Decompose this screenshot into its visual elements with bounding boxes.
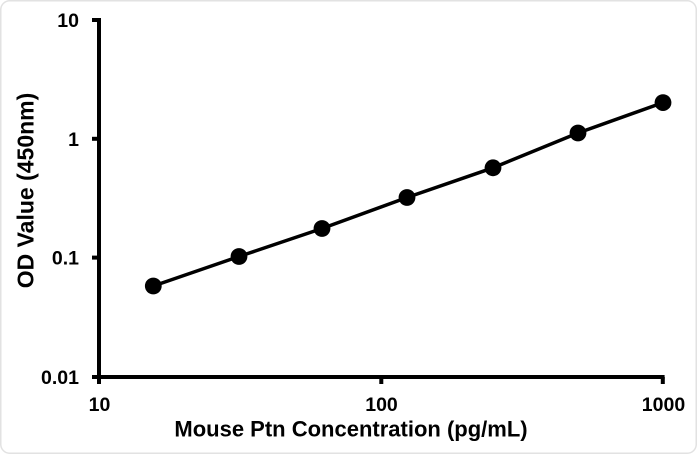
svg-text:10: 10 bbox=[57, 10, 79, 32]
svg-text:1: 1 bbox=[68, 129, 79, 151]
svg-text:100: 100 bbox=[365, 394, 398, 416]
svg-text:0.01: 0.01 bbox=[41, 367, 79, 389]
svg-text:OD Value (450nm): OD Value (450nm) bbox=[13, 93, 39, 289]
svg-text:10: 10 bbox=[89, 394, 111, 416]
svg-text:0.1: 0.1 bbox=[52, 248, 79, 270]
svg-text:1000: 1000 bbox=[642, 394, 686, 416]
svg-text:Mouse Ptn Concentration (pg/mL: Mouse Ptn Concentration (pg/mL) bbox=[174, 417, 527, 442]
